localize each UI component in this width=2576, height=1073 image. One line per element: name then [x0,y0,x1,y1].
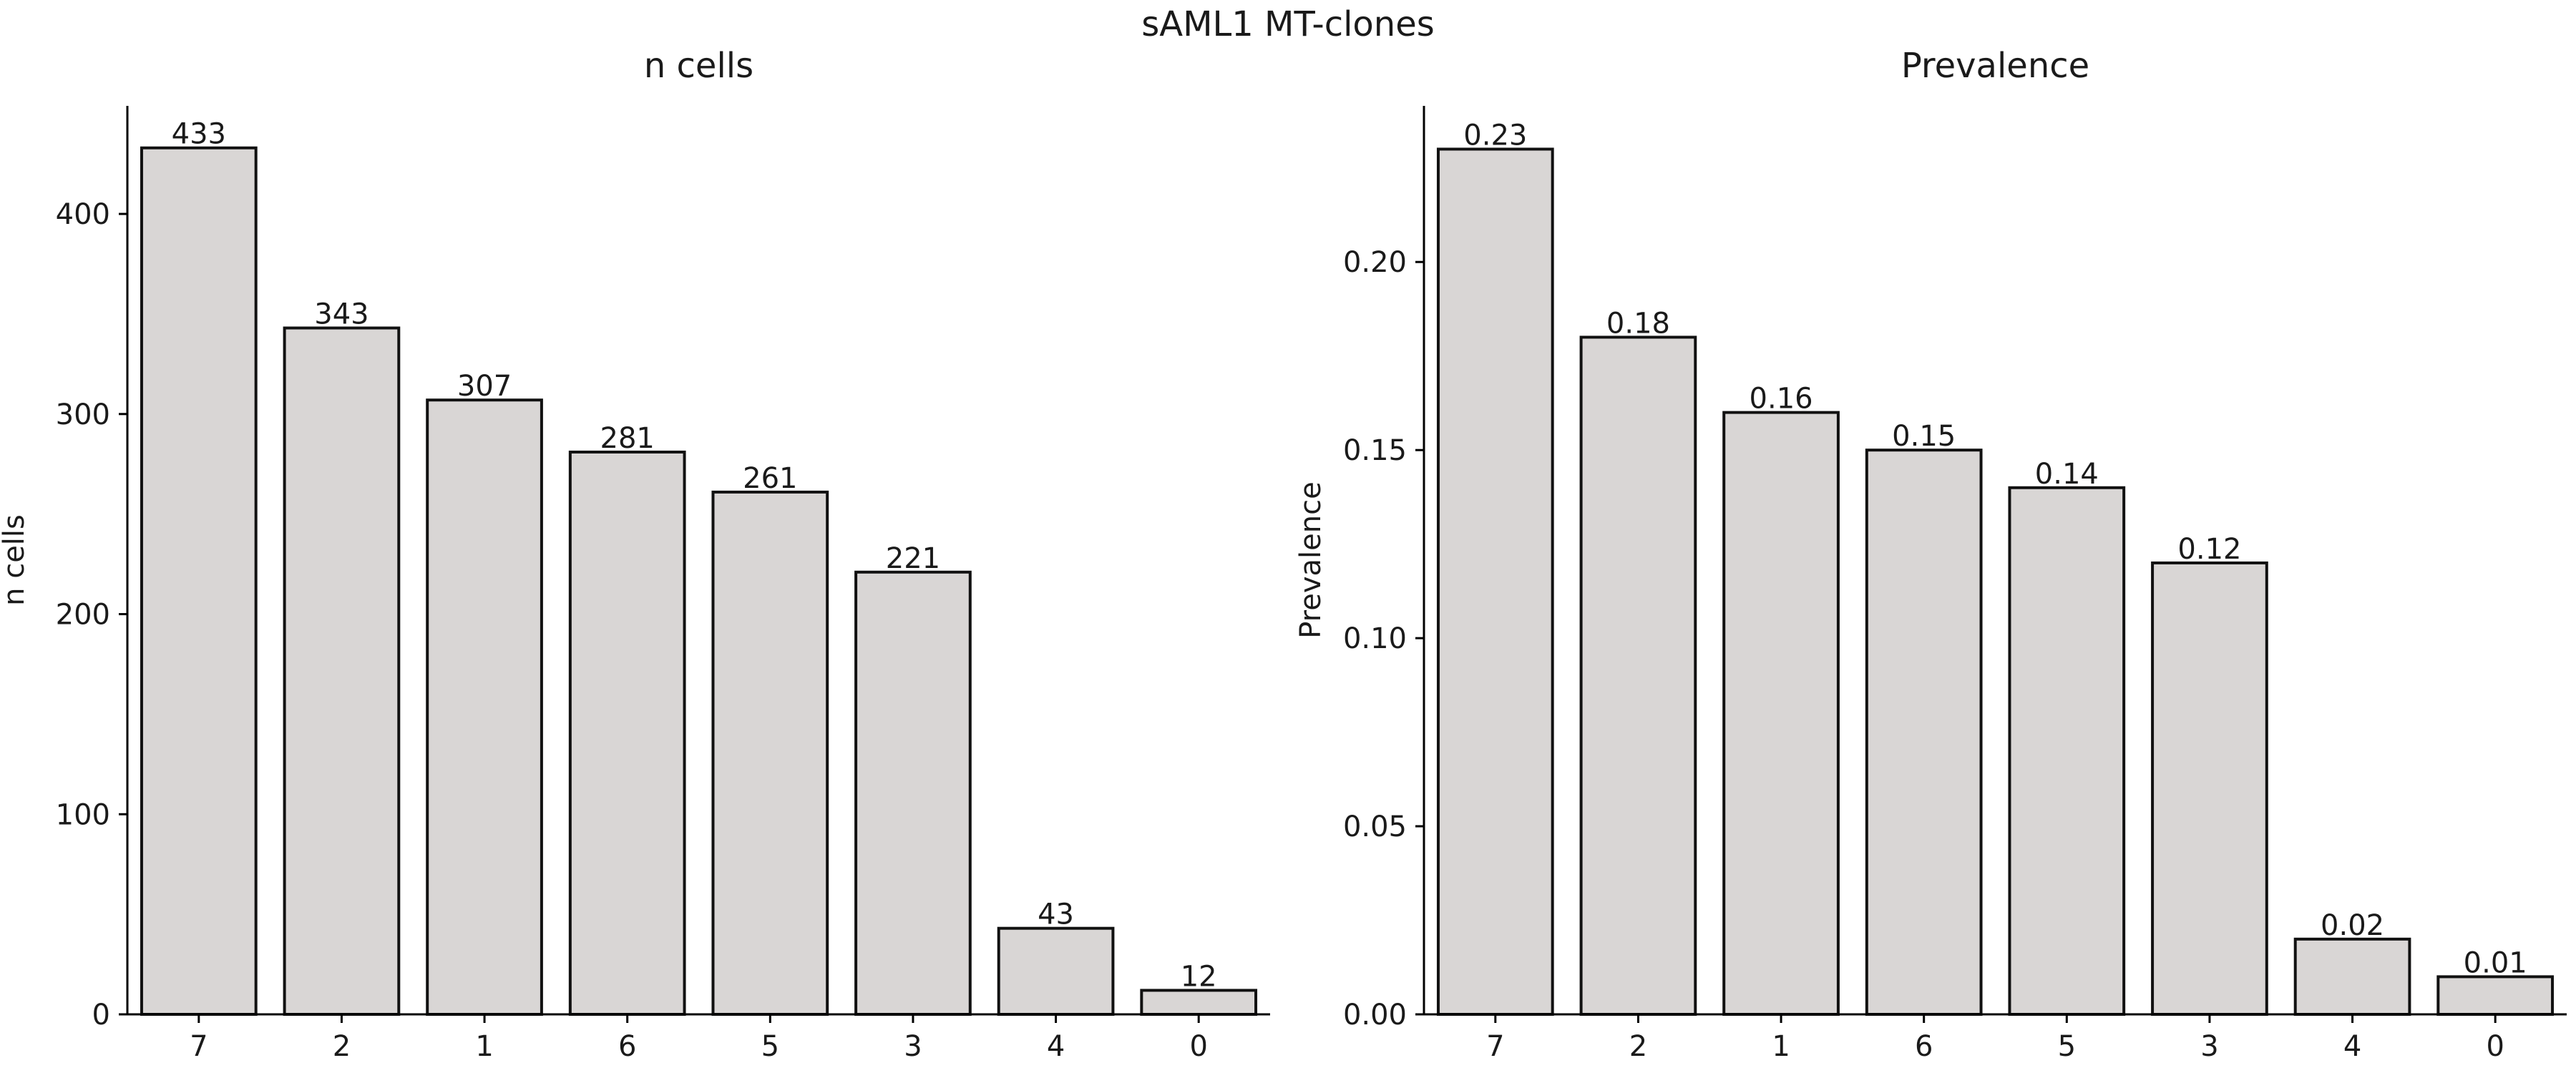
bar-5 [711,490,829,1016]
y-tick-label: 300 [56,398,110,431]
y-axis-label: n cells [0,514,31,606]
bar-value-label: 43 [1038,898,1074,931]
bar-1 [426,398,543,1016]
x-tick-label: 7 [1486,1030,1504,1063]
bar-0 [1140,989,1258,1016]
x-tick-label: 1 [475,1030,493,1063]
y-tick-label: 200 [56,599,110,632]
y-tick-label: 400 [56,198,110,231]
x-tick-label: 3 [2200,1030,2218,1063]
y-tick-label: 0 [92,999,110,1032]
bar-1 [1722,411,1840,1016]
bar-value-label: 0.14 [2035,458,2099,491]
bar-2 [1579,335,1697,1016]
bar-value-label: 0.01 [2464,946,2527,979]
chart-panel-prevalence: Prevalence Prevalence 0.23 7 0.18 2 0.16 1 0.15 6… [1294,46,2567,1063]
bar-4 [997,926,1115,1016]
bar-value-label: 0.12 [2177,533,2241,566]
x-tick-label: 5 [761,1030,779,1063]
x-tick-label: 4 [2343,1030,2361,1063]
y-tick-label: 0.05 [1343,810,1407,843]
bar-0 [2436,975,2555,1016]
bar-value-label: 281 [600,422,655,455]
x-tick-label: 6 [618,1030,636,1063]
x-tick-label: 4 [1047,1030,1065,1063]
y-axis-label: Prevalence [1294,481,1327,638]
bar-7 [140,146,258,1016]
x-tick-label: 2 [1629,1030,1647,1063]
bar-value-label: 221 [886,542,940,575]
bar-value-label: 261 [743,462,797,495]
bar-value-label: 0.02 [2321,909,2384,942]
panel-title: Prevalence [1901,46,2089,86]
bar-value-label: 0.23 [1463,119,1527,152]
bar-value-label: 12 [1181,960,1217,993]
bar-3 [854,570,972,1016]
x-tick-label: 2 [333,1030,351,1063]
bar-value-label: 433 [172,118,226,151]
bar-4 [2293,937,2411,1016]
y-tick-label: 0.15 [1343,434,1407,467]
y-tick-label: 0.00 [1343,999,1407,1032]
panel-title: n cells [644,46,753,86]
bar-value-label: 0.18 [1606,307,1670,340]
bar-6 [568,450,686,1016]
x-tick-label: 5 [2058,1030,2076,1063]
y-tick-label: 0.10 [1343,622,1407,655]
bar-3 [2151,561,2268,1016]
x-tick-label: 0 [1189,1030,1207,1063]
bar-5 [2008,486,2126,1016]
y-tick-label: 100 [56,798,110,831]
x-tick-label: 3 [904,1030,922,1063]
figure-title: sAML1 MT-clones [1141,4,1435,44]
x-tick-label: 6 [1915,1030,1933,1063]
x-tick-label: 7 [190,1030,208,1063]
x-tick-label: 1 [1772,1030,1790,1063]
bar-7 [1436,147,1554,1016]
bar-2 [283,326,401,1016]
bar-value-label: 343 [314,298,369,331]
bar-value-label: 0.15 [1892,420,1956,453]
y-tick-label: 0.20 [1343,246,1407,279]
x-tick-label: 0 [2486,1030,2504,1063]
bar-6 [1865,449,1983,1016]
bar-value-label: 0.16 [1750,383,1813,416]
bar-value-label: 307 [457,370,512,403]
